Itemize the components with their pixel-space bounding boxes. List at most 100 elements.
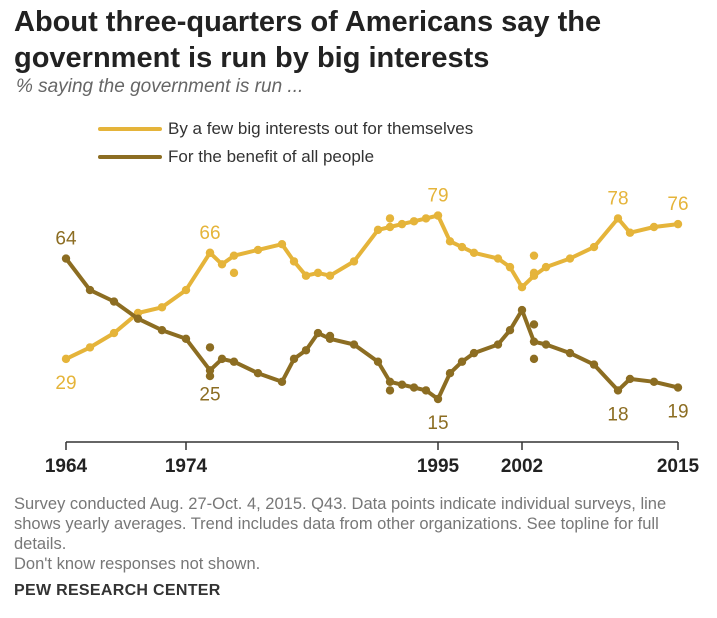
data-point	[613, 214, 623, 223]
data-point	[457, 357, 467, 366]
data-point	[373, 225, 383, 235]
data-point	[157, 303, 167, 312]
data-point	[433, 394, 443, 404]
chart-title: About three-quarters of Americans say th…	[14, 6, 602, 74]
data-point	[565, 348, 575, 358]
survey-note: Survey conducted Aug. 27-Oct. 4, 2015. Q…	[14, 494, 714, 574]
data-point	[313, 328, 323, 338]
data-point	[469, 348, 479, 358]
survey-point	[529, 354, 539, 364]
data-point	[649, 377, 659, 386]
data-point	[229, 357, 239, 366]
data-point	[289, 257, 299, 266]
series-line-0	[64, 213, 680, 361]
data-point	[133, 314, 143, 323]
data-point	[61, 354, 71, 364]
data-point	[673, 383, 683, 392]
legend-swatch-big-interests	[98, 127, 162, 131]
data-point	[289, 354, 299, 364]
survey-point	[385, 386, 395, 395]
survey-point	[205, 371, 215, 381]
data-label: 18	[607, 404, 628, 425]
data-point	[109, 328, 119, 338]
data-label: 79	[427, 186, 448, 207]
legend-item-big-interests: By a few big interests out for themselve…	[98, 117, 473, 141]
series-line-1	[64, 256, 680, 401]
note-line-1: Survey conducted Aug. 27-Oct. 4, 2015. Q…	[14, 495, 667, 553]
data-point	[325, 271, 335, 280]
data-label: 25	[199, 384, 220, 405]
data-point	[349, 340, 359, 349]
data-point	[385, 377, 395, 386]
data-point	[61, 254, 71, 263]
data-point	[277, 240, 287, 249]
x-tick-label: 2015	[657, 456, 700, 477]
survey-point	[529, 268, 539, 278]
data-label: 64	[55, 229, 77, 250]
data-label: 76	[667, 194, 688, 215]
data-point	[493, 340, 503, 349]
survey-point	[229, 268, 239, 278]
survey-point	[325, 331, 335, 341]
data-point	[217, 260, 227, 269]
data-point	[589, 242, 599, 252]
data-point	[349, 257, 359, 266]
data-point	[541, 340, 551, 349]
data-point	[445, 369, 455, 378]
data-point	[85, 285, 95, 295]
survey-point	[205, 248, 215, 257]
data-point	[253, 245, 263, 255]
data-point	[445, 237, 455, 246]
data-point	[625, 228, 635, 237]
data-label: 19	[667, 402, 688, 423]
data-point	[541, 262, 551, 272]
data-label: 15	[427, 413, 448, 434]
data-point	[625, 374, 635, 384]
data-point	[673, 219, 683, 229]
data-point	[493, 254, 503, 263]
data-point	[301, 346, 311, 355]
note-line-2: Don't know responses not shown.	[14, 555, 261, 573]
x-tick-label: 1964	[45, 456, 88, 477]
data-point	[157, 326, 167, 335]
data-label: 66	[199, 223, 220, 244]
survey-point	[529, 251, 539, 260]
survey-point	[529, 320, 539, 329]
line-chart: 1964 1974 1995 2002 2015 29 66 79 78 76 64 25 15 18 19	[45, 186, 700, 477]
data-point	[505, 262, 515, 272]
data-point	[181, 334, 191, 343]
data-point	[517, 283, 527, 292]
data-point	[505, 326, 515, 335]
data-point	[85, 343, 95, 352]
data-point	[517, 305, 527, 315]
data-point	[409, 383, 419, 392]
data-point	[397, 380, 407, 389]
data-point	[421, 214, 431, 223]
legend-item-all-people: For the benefit of all people	[98, 145, 374, 169]
data-point	[385, 222, 395, 232]
data-point	[373, 357, 383, 366]
data-point	[217, 354, 227, 364]
data-point	[277, 377, 287, 386]
data-point	[397, 219, 407, 229]
x-tick-label: 1974	[165, 456, 208, 477]
chart-subtitle: % saying the government is run ...	[16, 76, 304, 97]
survey-point	[385, 214, 395, 223]
data-point	[469, 248, 479, 257]
data-label: 78	[607, 188, 628, 209]
data-point	[109, 297, 119, 306]
data-point	[457, 242, 467, 252]
source-credit: PEW RESEARCH CENTER	[14, 582, 221, 599]
data-point	[565, 254, 575, 263]
legend-label-big-interests: By a few big interests out for themselve…	[168, 119, 474, 138]
data-point	[229, 251, 239, 260]
x-tick-label: 2002	[501, 456, 543, 477]
data-point	[313, 268, 323, 278]
data-point	[253, 369, 263, 378]
data-point	[649, 222, 659, 232]
data-point	[529, 337, 539, 346]
data-point	[409, 217, 419, 226]
survey-point	[205, 343, 215, 352]
data-point	[589, 360, 599, 369]
data-label: 29	[55, 373, 76, 394]
